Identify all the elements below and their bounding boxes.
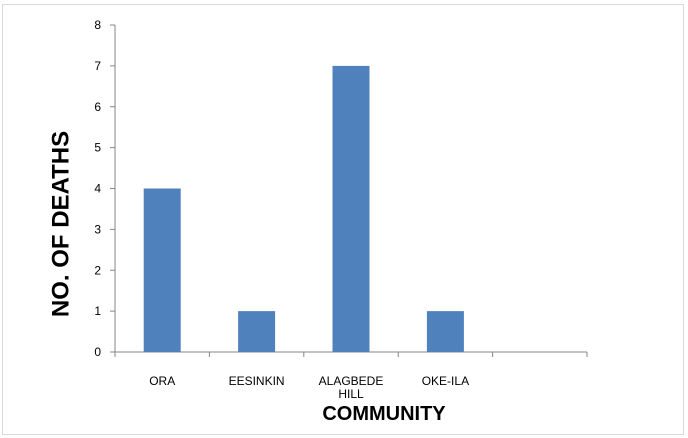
x-tick-label: HILL	[338, 387, 364, 401]
y-tick-label: 6	[94, 100, 101, 114]
bar	[426, 311, 464, 352]
y-axis-title: NO. OF DEATHS	[47, 131, 74, 317]
y-tick-label: 4	[94, 182, 101, 196]
bar	[238, 311, 276, 352]
y-tick-label: 2	[94, 263, 101, 277]
y-tick-label: 1	[94, 304, 101, 318]
x-axis-title: COMMUNITY	[322, 403, 446, 425]
y-tick-label: 8	[94, 18, 101, 32]
x-tick-label: OKE-ILA	[422, 374, 469, 388]
x-tick-label: ALAGBEDE	[319, 374, 384, 388]
bar	[332, 65, 370, 352]
x-tick-label: EESINKIN	[229, 374, 285, 388]
y-tick-label: 0	[94, 345, 101, 359]
bar	[143, 188, 181, 352]
y-tick-label: 7	[94, 59, 101, 73]
y-tick-label: 3	[94, 222, 101, 236]
y-tick-label: 5	[94, 141, 101, 155]
x-tick-label: ORA	[149, 374, 175, 388]
